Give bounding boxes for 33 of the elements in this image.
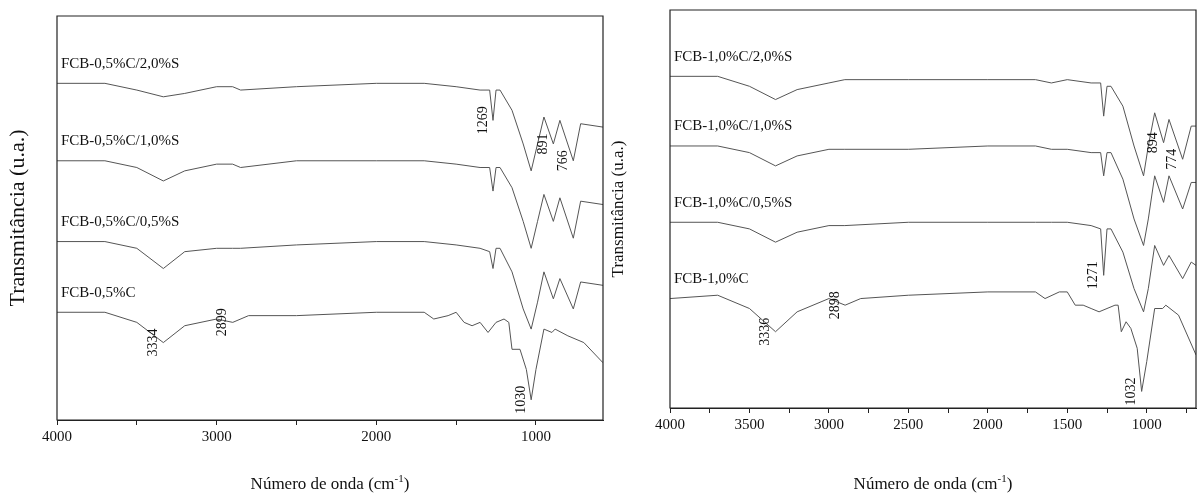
- series-label: FCB-0,5%C/2,0%S: [61, 54, 180, 71]
- annotation: 774: [1164, 148, 1180, 170]
- series-label: FCB-0,5%C/0,5%S: [61, 213, 180, 229]
- annotation: 3334: [145, 328, 160, 357]
- series-label: FCB-1,0%C: [674, 269, 749, 286]
- x-tick-label: 2500: [893, 415, 924, 432]
- y-axis-title: Transmitância (u.a.): [4, 129, 29, 307]
- annotation: 1269: [474, 106, 490, 135]
- x-tick-label: 4000: [42, 427, 72, 444]
- annotation: 3336: [757, 317, 773, 346]
- x-tick-label: 3000: [813, 415, 844, 432]
- annotation: 2898: [826, 291, 842, 320]
- series-label: FCB-1,0%C/1,0%S: [674, 117, 793, 134]
- annotation: 891: [535, 133, 551, 155]
- x-tick-label: 1500: [1052, 415, 1083, 432]
- series-label: FCB-1,0%C/0,5%S: [674, 193, 793, 210]
- x-tick-label: 1000: [1131, 415, 1162, 432]
- series-label: FCB-0,5%C: [61, 283, 136, 300]
- annotation: 766: [554, 150, 570, 172]
- series-label: FCB-0,5%C/1,0%S: [61, 132, 180, 149]
- annotation: 1030: [512, 385, 528, 414]
- x-tick-label: 1000: [520, 427, 551, 444]
- series-label: FCB-1,0%C/2,0%S: [674, 47, 793, 64]
- annotation: 1271: [1085, 261, 1101, 290]
- y-axis-title: Transmitância (u.a.): [608, 140, 627, 278]
- x-tick-label: 3000: [201, 427, 232, 444]
- x-tick-label: 2000: [972, 415, 1003, 432]
- annotation: 2899: [214, 308, 230, 337]
- annotation: 894: [1145, 132, 1161, 154]
- x-tick-label: 2000: [361, 427, 392, 444]
- annotation: 1032: [1123, 377, 1139, 406]
- x-tick-label: 4000: [655, 415, 685, 432]
- x-tick-label: 3500: [734, 415, 765, 432]
